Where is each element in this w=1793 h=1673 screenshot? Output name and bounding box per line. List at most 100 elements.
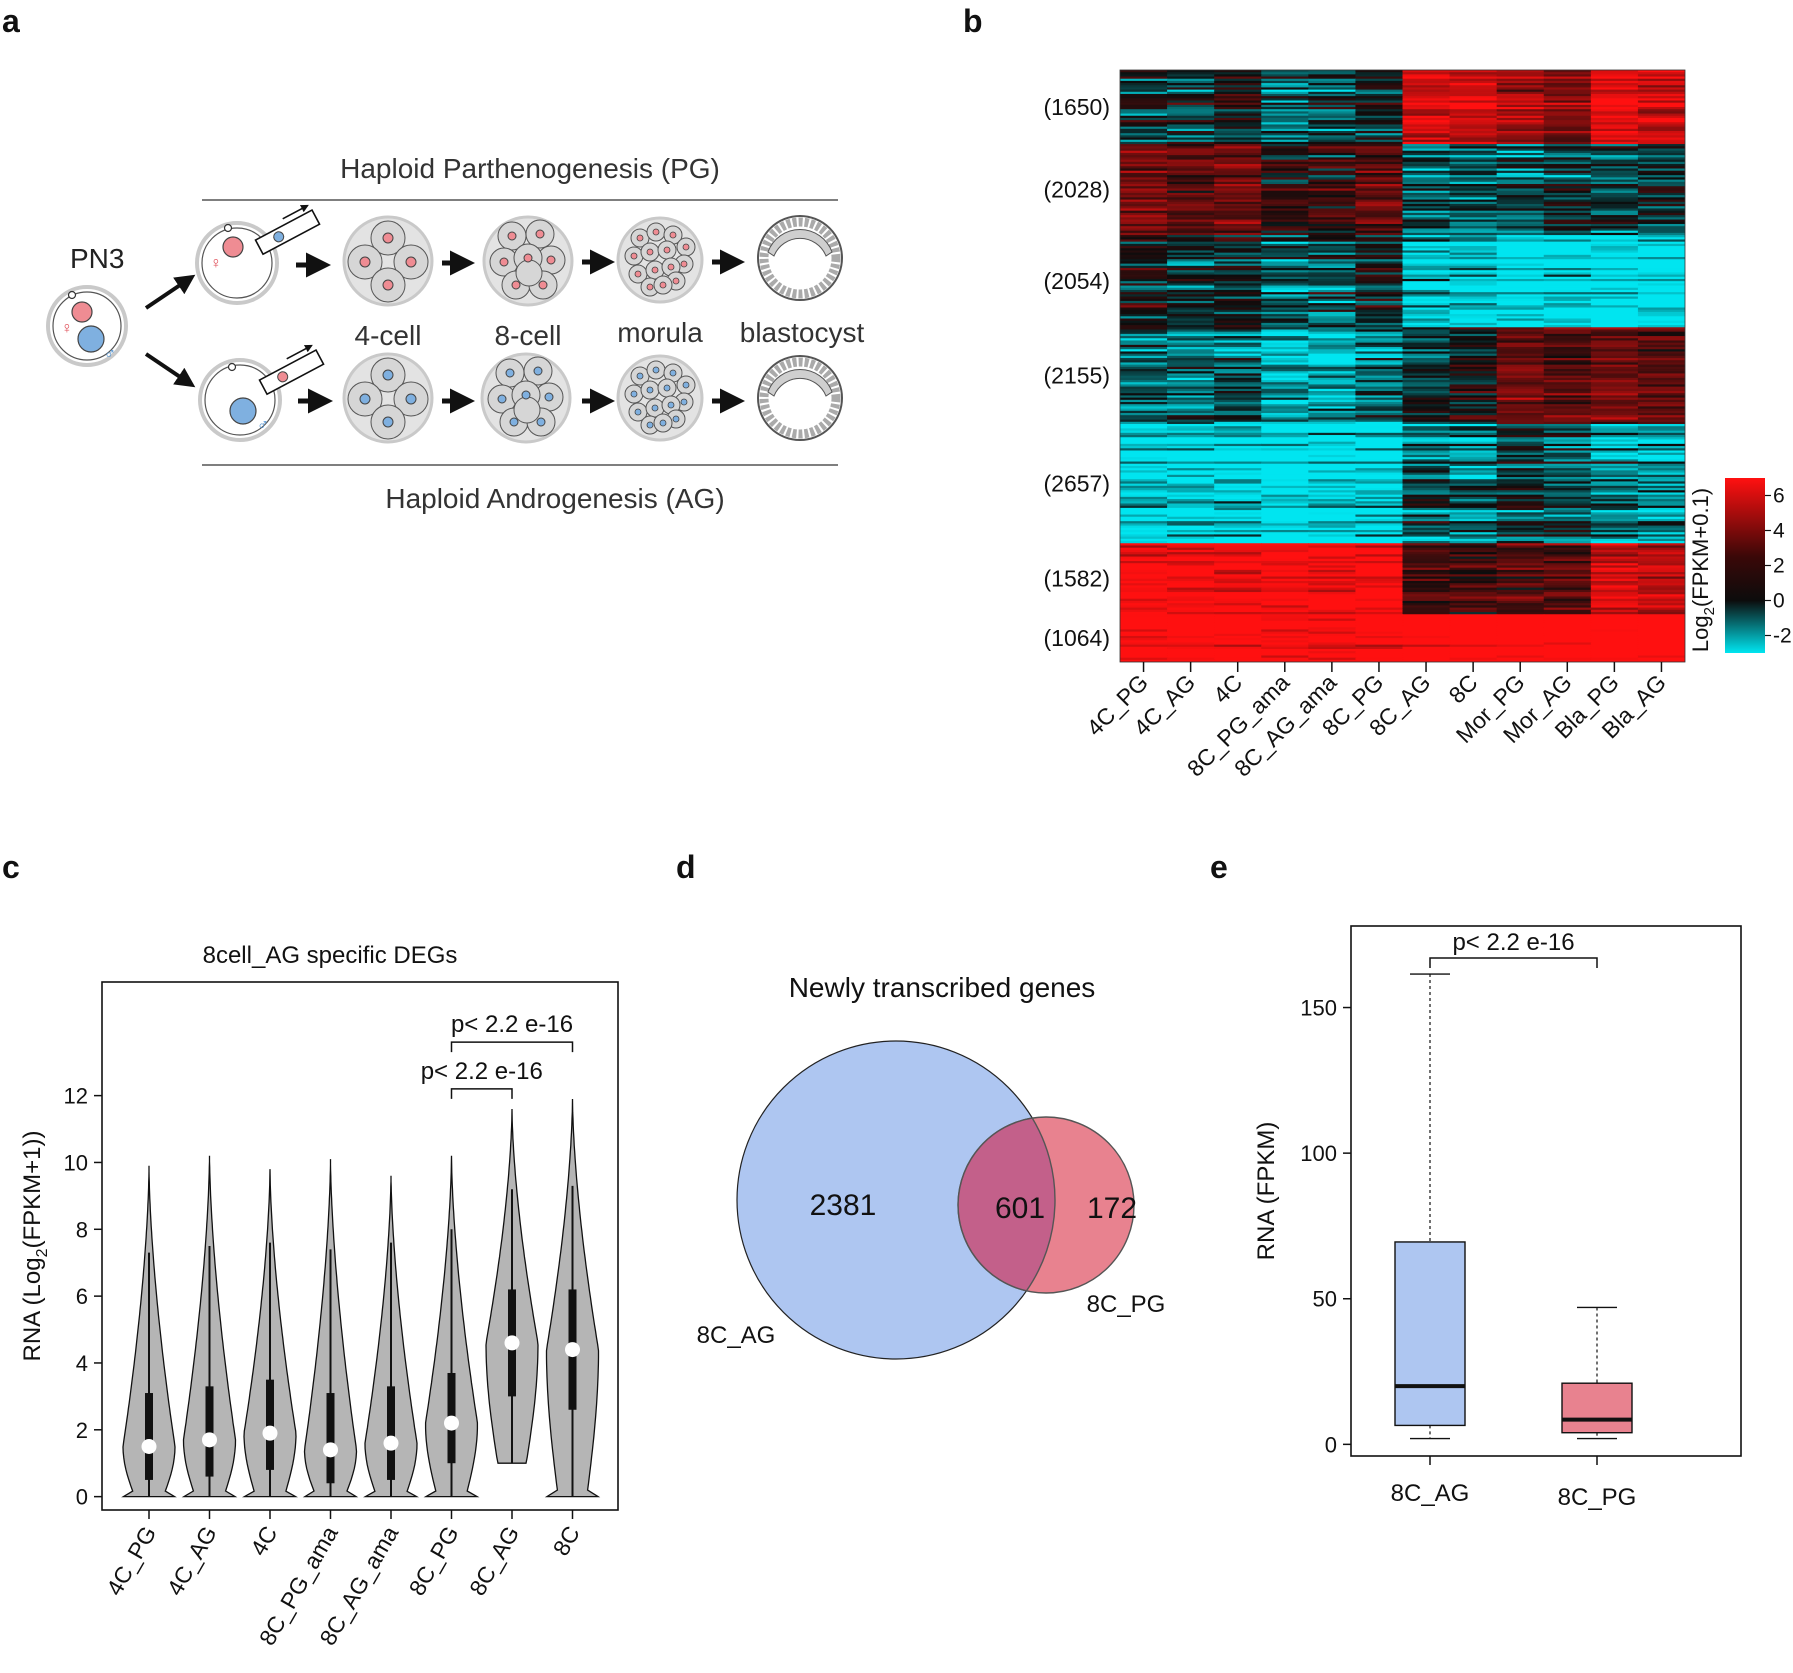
heatmap-cell <box>1496 496 1545 500</box>
heatmap-cell <box>1214 250 1262 254</box>
heatmap-cell <box>1167 541 1215 544</box>
heatmap-cell <box>1543 384 1592 388</box>
box-frame <box>1350 925 1742 1457</box>
heatmap-cell <box>1308 195 1357 198</box>
heatmap-cell <box>1261 181 1309 185</box>
heatmap-cell <box>1402 349 1451 352</box>
heatmap-cell <box>1308 252 1357 256</box>
heatmap-cell <box>1120 261 1168 265</box>
heatmap-cell <box>1355 100 1404 104</box>
heatmap-cell <box>1496 651 1545 654</box>
heatmap-cell <box>1590 413 1639 416</box>
heatmap-cell <box>1637 415 1685 418</box>
heatmap-cell <box>1637 150 1685 154</box>
heatmap-cell <box>1167 576 1215 580</box>
heatmap-cell <box>1449 373 1498 377</box>
heatmap-cell <box>1402 287 1451 291</box>
heatmap-cell <box>1261 382 1309 385</box>
heatmap-cell <box>1590 545 1639 549</box>
heatmap-cell <box>1167 653 1215 656</box>
heatmap-cell <box>1496 391 1545 394</box>
heatmap-cell <box>1590 296 1639 300</box>
heatmap-cell <box>1261 625 1309 628</box>
heatmap-cell <box>1120 281 1168 284</box>
heatmap-cell <box>1496 459 1545 463</box>
heatmap-cell <box>1449 552 1498 555</box>
heatmap-cell <box>1120 305 1168 309</box>
heatmap-cell <box>1167 371 1215 374</box>
heatmap-cell <box>1120 653 1168 656</box>
heatmap-cell <box>1496 465 1545 469</box>
heatmap-cell <box>1637 569 1685 573</box>
heatmap-cell <box>1261 563 1309 566</box>
heatmap-cell <box>1261 111 1309 115</box>
heatmap-cell <box>1214 393 1262 396</box>
heatmap-cell <box>1261 197 1309 201</box>
heatmap-cell <box>1214 311 1262 315</box>
stage-label-morula: morula <box>617 317 703 348</box>
heatmap-cell <box>1261 635 1309 639</box>
heatmap-cell <box>1637 369 1685 372</box>
heatmap-cell <box>1637 375 1685 379</box>
heatmap-cell <box>1496 435 1545 438</box>
heatmap-cell <box>1637 91 1685 95</box>
heatmap-cell <box>1261 507 1309 511</box>
heatmap-cell <box>1496 325 1545 328</box>
heatmap-cell <box>1167 452 1215 456</box>
heatmap-cell <box>1355 355 1404 359</box>
heatmap-cell <box>1355 188 1404 192</box>
heatmap-cell <box>1590 605 1639 609</box>
heatmap-cell <box>1590 168 1639 172</box>
heatmap-cell <box>1590 576 1639 580</box>
heatmap-cell <box>1590 340 1639 344</box>
heatmap-cell <box>1120 320 1168 324</box>
heatmap-cell <box>1355 627 1404 630</box>
heatmap-cell <box>1637 362 1685 366</box>
heatmap-cell <box>1496 309 1545 313</box>
heatmap-cell <box>1402 70 1451 73</box>
heatmap-cell <box>1167 488 1215 491</box>
heatmap-cell <box>1449 375 1498 379</box>
heatmap-cell <box>1402 303 1451 306</box>
heatmap-cell <box>1543 659 1592 662</box>
heatmap-cell <box>1308 603 1357 606</box>
heatmap-cell <box>1449 609 1498 613</box>
heatmap-cell <box>1543 388 1592 392</box>
heatmap-cell <box>1590 648 1639 652</box>
heatmap-cell <box>1308 364 1357 368</box>
heatmap-cell <box>1590 107 1639 110</box>
heatmap-cell <box>1167 534 1215 538</box>
heatmap-cell <box>1355 358 1404 361</box>
heatmap-cell <box>1637 102 1685 106</box>
heatmap-cell <box>1261 428 1309 432</box>
heatmap-cell <box>1402 616 1451 620</box>
heatmap-cell <box>1167 144 1215 147</box>
heatmap-cell <box>1449 215 1498 218</box>
heatmap-cell <box>1449 223 1498 227</box>
heatmap-cell <box>1496 446 1545 449</box>
heatmap-cell <box>1167 248 1215 251</box>
heatmap-cell <box>1637 620 1685 624</box>
heatmap-cell <box>1355 281 1404 284</box>
heatmap-cell <box>1637 516 1685 520</box>
heatmap-cell <box>1261 465 1309 469</box>
heatmap-cell <box>1308 157 1357 161</box>
heatmap-cell <box>1496 439 1545 443</box>
heatmap-cell <box>1214 572 1262 575</box>
heatmap-cell <box>1308 620 1357 624</box>
heatmap-cell <box>1449 567 1498 571</box>
heatmap-cell <box>1261 325 1309 328</box>
heatmap-cell <box>1543 355 1592 359</box>
heatmap-cell <box>1120 338 1168 341</box>
heatmap-cell <box>1214 545 1262 549</box>
heatmap-cell <box>1214 261 1262 265</box>
heatmap-cell <box>1261 463 1309 467</box>
heatmap-cell <box>1214 415 1262 418</box>
heatmap-cell <box>1261 298 1309 302</box>
heatmap-cell <box>1402 235 1451 238</box>
heatmap-cell <box>1449 527 1498 531</box>
heatmap-cell <box>1543 109 1592 112</box>
heatmap-cell <box>1261 386 1309 390</box>
heatmap-cell <box>1496 91 1545 95</box>
heatmap-cell <box>1355 243 1404 247</box>
